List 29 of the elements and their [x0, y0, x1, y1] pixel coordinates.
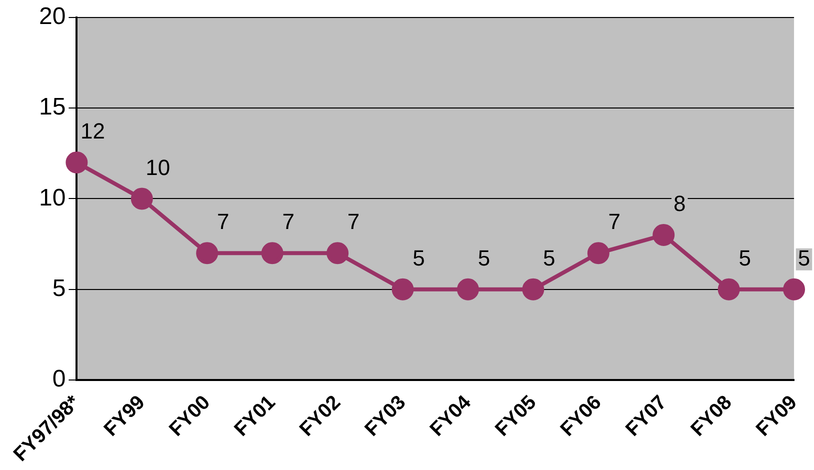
point [66, 151, 88, 174]
data-label: 10 [146, 154, 170, 180]
data-label: 7 [347, 209, 360, 234]
data-label: 5 [798, 245, 810, 270]
point [718, 278, 740, 300]
point [261, 242, 284, 264]
point [587, 242, 610, 264]
data-label: 5 [478, 245, 490, 270]
y-tick-label: 15 [38, 94, 66, 121]
data-label: 5 [412, 245, 425, 270]
y-tick-label: 0 [52, 366, 66, 393]
data-label: 12 [80, 118, 105, 144]
data-label: 5 [543, 245, 556, 270]
data-label: 5 [738, 245, 751, 270]
point [130, 188, 153, 210]
y-tick-label: 5 [52, 275, 66, 302]
point [392, 278, 414, 300]
y-tick-label: 10 [38, 184, 66, 212]
data-label: 8 [673, 191, 686, 216]
point [522, 278, 544, 300]
data-label: 7 [608, 209, 621, 234]
point [652, 224, 675, 246]
point [326, 242, 349, 264]
point [456, 278, 479, 300]
data-label: 7 [282, 209, 294, 234]
point [196, 242, 218, 264]
data-label: 7 [216, 209, 230, 234]
y-tick-label: 20 [38, 3, 66, 30]
point [783, 278, 806, 300]
